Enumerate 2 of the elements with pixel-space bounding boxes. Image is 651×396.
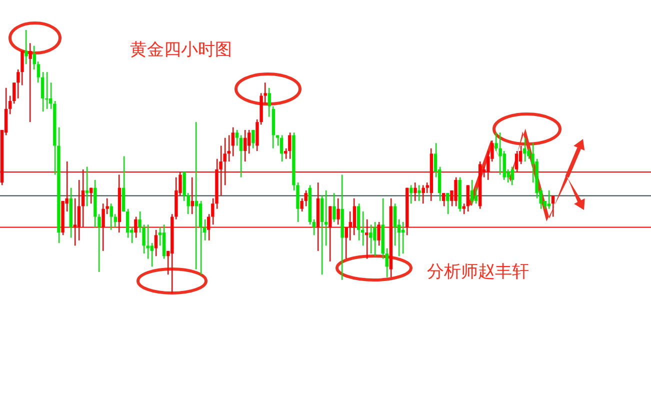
annotation: 黄金四小时图 — [130, 40, 232, 60]
annotation: 分析师赵丰轩 — [427, 262, 529, 282]
